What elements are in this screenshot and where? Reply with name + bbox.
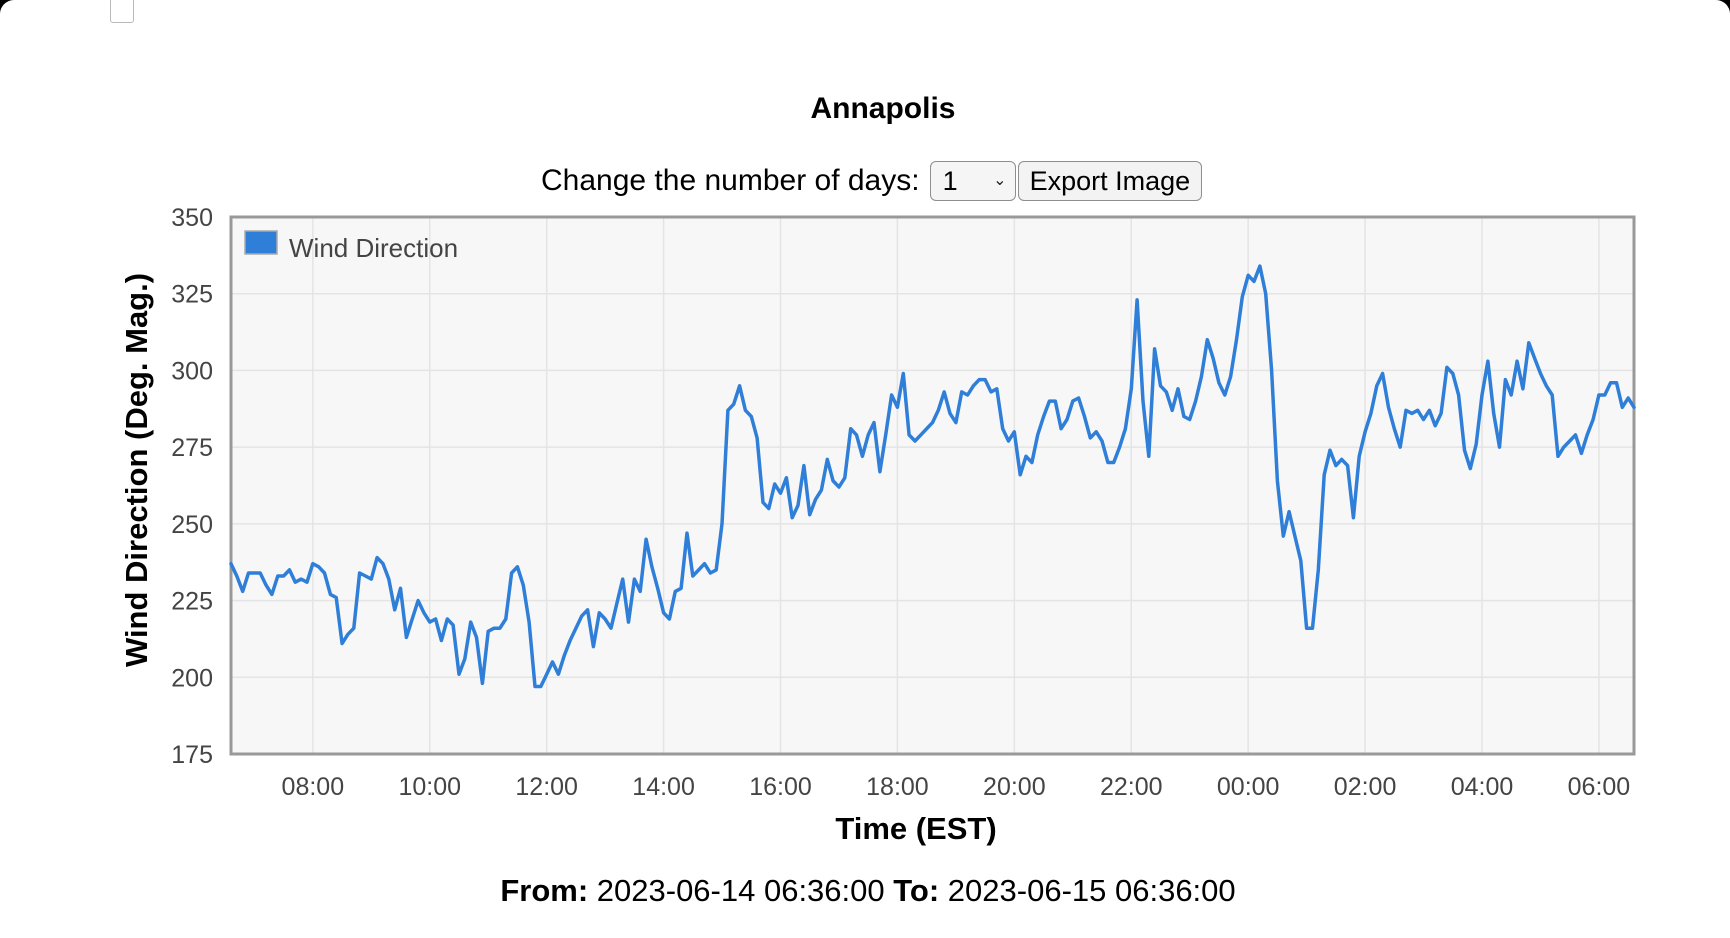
x-axis-label: Time (EST) <box>835 811 996 846</box>
y-axis: 175 200 225 250 275 300 325 350 <box>171 204 213 769</box>
legend: Wind Direction <box>244 230 458 263</box>
export-image-button[interactable]: Export Image <box>1017 161 1203 201</box>
date-range: From: 2023-06-14 06:36:00 To: 2023-06-15… <box>3 873 1730 909</box>
from-value: 2023-06-14 06:36:00 <box>596 873 885 908</box>
to-label: To: <box>893 873 940 908</box>
to-value: 2023-06-15 06:36:00 <box>947 873 1236 908</box>
x-tick-label: 00:00 <box>1217 773 1280 801</box>
y-tick-label: 200 <box>171 664 213 692</box>
x-tick-label: 02:00 <box>1334 773 1397 801</box>
grid <box>231 217 1634 754</box>
y-tick-label: 325 <box>171 281 213 309</box>
y-tick-label: 250 <box>171 511 213 539</box>
chevron-down-icon: ⌄ <box>993 172 1007 189</box>
x-tick-label: 04:00 <box>1451 773 1514 801</box>
from-label: From: <box>500 873 589 908</box>
x-tick-label: 20:00 <box>983 773 1046 801</box>
days-select-value: 1 <box>942 165 958 196</box>
legend-label[interactable]: Wind Direction <box>289 233 458 263</box>
days-select[interactable]: 1 ⌄ <box>929 161 1016 201</box>
y-tick-label: 175 <box>171 741 213 769</box>
x-axis: 08:00 10:00 12:00 14:00 16:00 18:00 20:00 22:00… <box>282 773 1631 801</box>
days-label: Change the number of days: <box>541 164 920 197</box>
series-line-wind-direction <box>229 264 1636 689</box>
y-axis-label: Wind Direction (Deg. Mag.) <box>119 273 154 667</box>
y-tick-label: 300 <box>171 357 213 385</box>
x-tick-label: 12:00 <box>515 773 578 801</box>
tab-stub[interactable] <box>110 0 134 23</box>
x-tick-label: 14:00 <box>632 773 695 801</box>
controls-row: Change the number of days: 1 ⌄ Export Im… <box>541 160 1203 202</box>
y-tick-label: 350 <box>171 204 213 232</box>
x-tick-label: 10:00 <box>398 773 461 801</box>
plot-background <box>231 217 1634 754</box>
y-tick-label: 275 <box>171 434 213 462</box>
x-tick-label: 18:00 <box>866 773 929 801</box>
plot-border <box>229 215 1636 756</box>
y-tick-label: 225 <box>171 588 213 616</box>
x-tick-label: 22:00 <box>1100 773 1163 801</box>
x-tick-label: 06:00 <box>1568 773 1631 801</box>
chart-title: Annapolis <box>810 92 956 125</box>
legend-swatch[interactable] <box>244 230 278 255</box>
x-tick-label: 16:00 <box>749 773 812 801</box>
x-tick-label: 08:00 <box>282 773 345 801</box>
